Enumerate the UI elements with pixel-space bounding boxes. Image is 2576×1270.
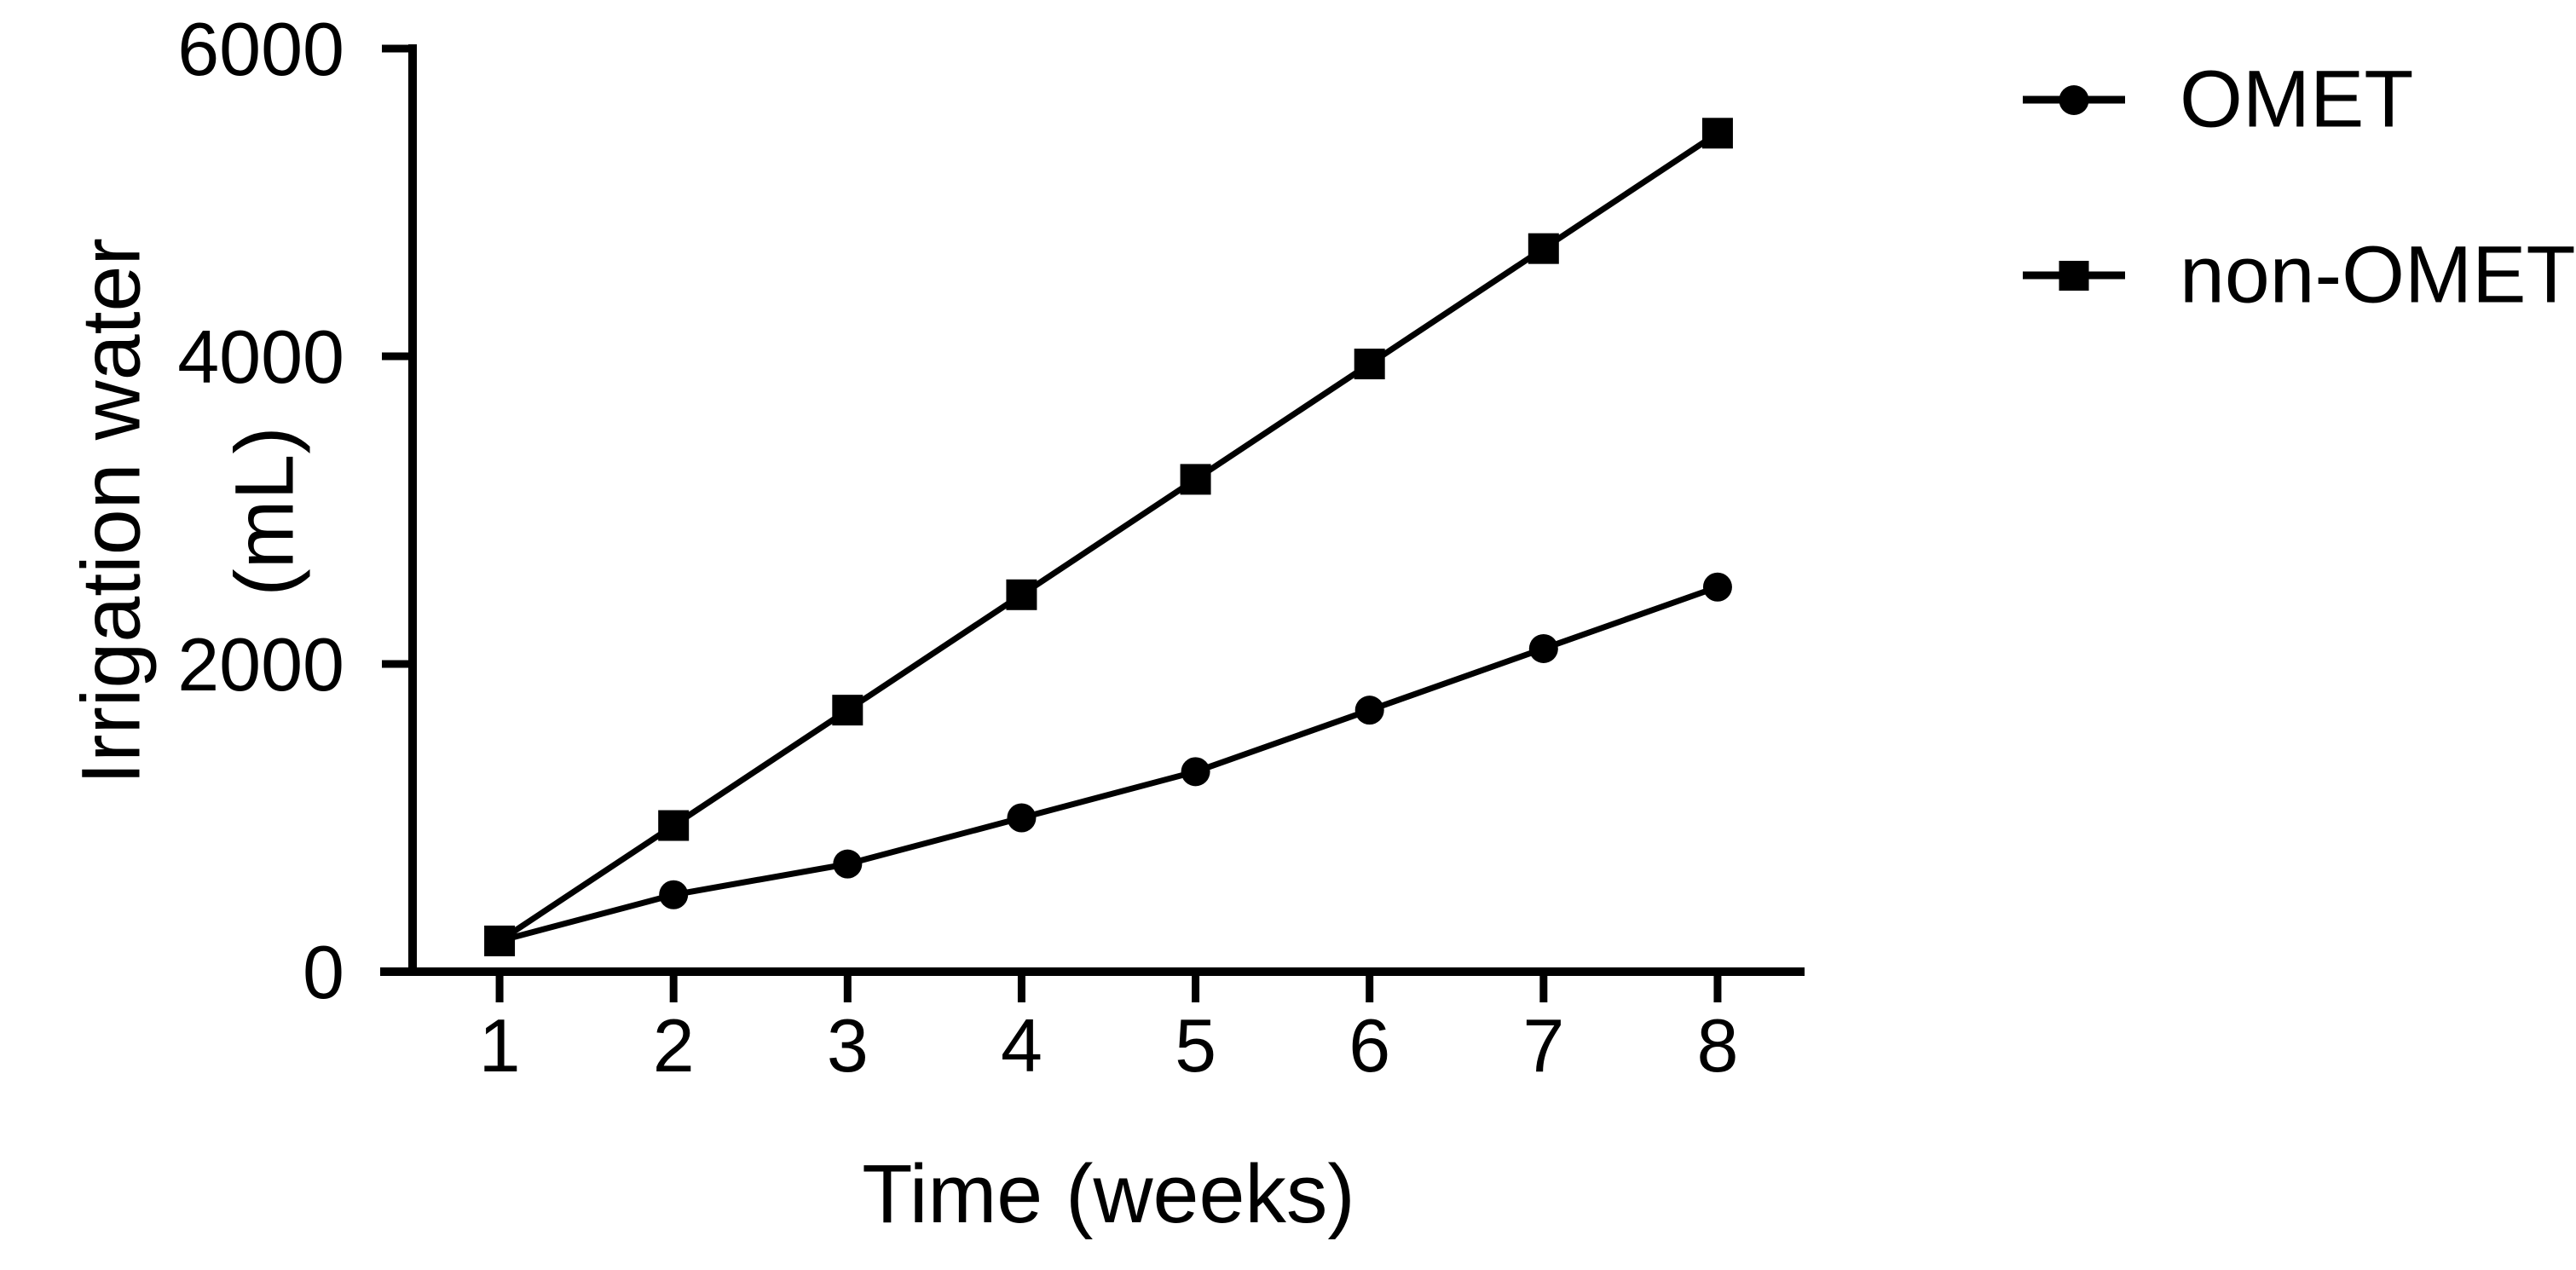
series-line-non-omet (498, 130, 1719, 944)
data-point-circle-omet (659, 880, 689, 909)
y-axis-title-line1: Irrigation water (64, 238, 158, 785)
data-point-circle-omet (1702, 572, 1732, 602)
data-point-square-non-omet (1180, 464, 1211, 495)
data-point-square-non-omet (1528, 233, 1559, 264)
x-tick-label: 6 (1349, 1003, 1390, 1088)
circle-marker-icon (2059, 84, 2089, 115)
data-point-circle-omet (1354, 696, 1384, 725)
legend-label-omet: OMET (2180, 54, 2414, 145)
x-tick-label: 2 (653, 1003, 695, 1088)
x-tick-label: 5 (1175, 1003, 1216, 1088)
legend-item-omet: OMET (2023, 54, 2414, 145)
x-tick-label: 4 (1001, 1003, 1043, 1088)
y-tick-label: 2000 (177, 622, 344, 707)
legend-item-non-omet: non-OMET (2023, 229, 2576, 320)
data-point-square-non-omet (1354, 349, 1385, 380)
data-point-circle-omet (1528, 633, 1558, 663)
x-tick-label: 3 (827, 1003, 869, 1088)
legend-label-non-omet: non-OMET (2180, 229, 2576, 320)
x-tick-label: 7 (1522, 1003, 1564, 1088)
y-axis-title-line2: (mL) (217, 426, 311, 597)
y-tick-label: 0 (303, 930, 344, 1014)
legend-line-sample (2023, 260, 2125, 291)
data-point-square-non-omet (832, 695, 863, 726)
x-tick-label: 1 (479, 1003, 521, 1088)
y-tick-label: 6000 (177, 7, 344, 91)
data-point-circle-omet (833, 849, 863, 879)
y-tick-label: 4000 (177, 315, 344, 399)
data-point-circle-omet (1007, 803, 1037, 833)
data-point-square-non-omet (658, 810, 690, 841)
data-point-square-non-omet (484, 925, 516, 956)
data-point-square-non-omet (1701, 118, 1733, 149)
square-marker-icon (2059, 260, 2089, 291)
x-tick-label: 8 (1696, 1003, 1738, 1088)
series-line-omet (499, 584, 1719, 944)
data-point-circle-omet (1181, 757, 1210, 787)
legend-line-sample (2023, 84, 2125, 115)
x-axis-title: Time (weeks) (862, 1147, 1355, 1240)
data-point-square-non-omet (1006, 579, 1037, 610)
